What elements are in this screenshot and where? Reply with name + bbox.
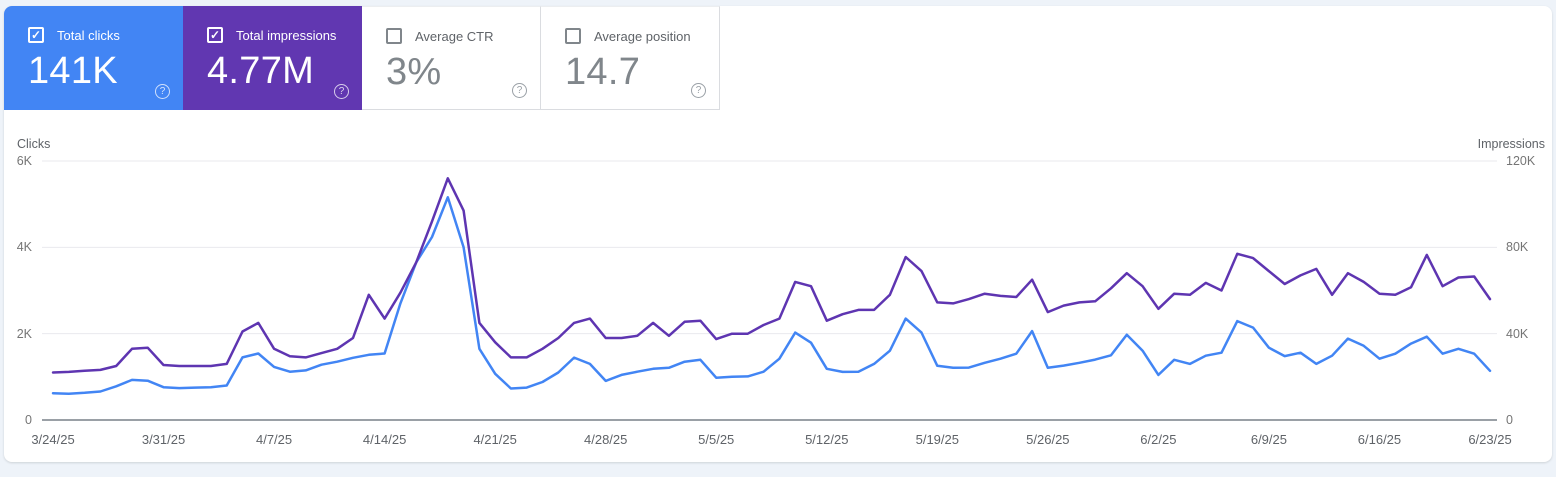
left-axis-tick-label: 0: [25, 413, 32, 427]
x-axis-tick-label: 4/28/25: [584, 432, 628, 447]
average-ctr-value: 3%: [386, 51, 442, 93]
average-position-value: 14.7: [565, 51, 641, 93]
left-axis-tick-label: 2K: [16, 326, 32, 341]
average-ctr-card[interactable]: ✓ Average CTR 3% ?: [362, 6, 541, 110]
help-icon[interactable]: ?: [155, 84, 170, 99]
x-axis-tick-label: 5/26/25: [1026, 432, 1070, 447]
average-ctr-label: Average CTR: [415, 28, 494, 44]
right-axis-tick-label: 40K: [1506, 326, 1529, 341]
metric-cards-row: ✓ Total clicks 141K ? ✓ Total impression…: [4, 6, 720, 110]
total-clicks-value: 141K: [28, 50, 118, 92]
total-impressions-value: 4.77M: [207, 50, 315, 92]
x-axis-tick-label: 4/21/25: [473, 432, 517, 447]
total-clicks-line[interactable]: [51, 196, 1492, 395]
total-impressions-card-header: ✓ Total impressions: [207, 27, 362, 43]
x-axis-tick-label: 6/9/25: [1250, 432, 1287, 447]
average-ctr-checkbox[interactable]: ✓: [386, 28, 402, 44]
average-ctr-card-header: ✓ Average CTR: [386, 28, 540, 44]
right-axis-tick-label: 80K: [1506, 240, 1529, 255]
checkmark-icon: ✓: [30, 27, 42, 42]
left-axis-tick-label: 6K: [16, 154, 32, 168]
x-axis-tick-label: 4/14/25: [362, 432, 407, 447]
x-axis-tick-label: 6/23/25: [1468, 432, 1512, 447]
average-position-checkbox[interactable]: ✓: [565, 28, 581, 44]
total-impressions-line[interactable]: [51, 177, 1492, 374]
average-position-card-header: ✓ Average position: [565, 28, 719, 44]
average-position-label: Average position: [594, 28, 691, 44]
right-axis-tick-label: 120K: [1506, 154, 1536, 168]
total-impressions-checkbox[interactable]: ✓: [207, 27, 223, 43]
x-axis-tick-label: 5/19/25: [915, 432, 959, 447]
right-axis-tick-label: 0: [1506, 413, 1513, 427]
x-axis-tick-label: 3/24/25: [31, 432, 75, 447]
left-axis-tick-label: 4K: [16, 240, 32, 255]
x-axis-tick-label: 6/2/25: [1140, 432, 1177, 447]
right-axis-title: Impressions: [1477, 137, 1545, 151]
left-axis-title: Clicks: [17, 137, 51, 151]
total-impressions-card[interactable]: ✓ Total impressions 4.77M ?: [183, 6, 362, 110]
total-clicks-checkbox[interactable]: ✓: [28, 27, 44, 43]
total-impressions-label: Total impressions: [236, 27, 337, 43]
x-axis-tick-label: 5/5/25: [698, 432, 735, 447]
x-axis-tick-label: 6/16/25: [1357, 432, 1402, 447]
total-clicks-label: Total clicks: [57, 27, 120, 43]
total-clicks-card-header: ✓ Total clicks: [28, 27, 183, 43]
average-position-card[interactable]: ✓ Average position 14.7 ?: [541, 6, 720, 110]
x-axis-tick-label: 4/7/25: [255, 432, 293, 447]
x-axis-tick-label: 3/31/25: [141, 432, 186, 447]
help-icon[interactable]: ?: [691, 83, 706, 98]
x-axis-tick-label: 5/12/25: [805, 432, 849, 447]
help-icon[interactable]: ?: [334, 84, 349, 99]
checkmark-icon: ✓: [209, 27, 221, 42]
help-icon[interactable]: ?: [512, 83, 527, 98]
total-clicks-card[interactable]: ✓ Total clicks 141K ?: [4, 6, 183, 110]
